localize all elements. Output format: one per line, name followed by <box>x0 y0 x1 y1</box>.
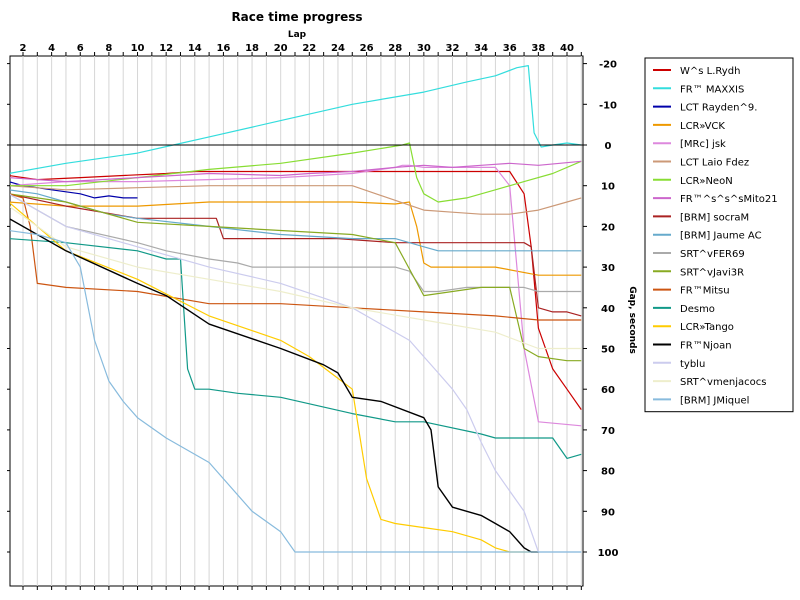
x-axis-title: Lap <box>288 30 307 40</box>
y-tick-label: 80 <box>601 467 615 478</box>
legend-label: SRT^vmenjacocs <box>680 377 766 388</box>
series-line <box>10 230 582 553</box>
x-tick-label: 26 <box>360 43 374 54</box>
x-tick-label: 4 <box>48 43 55 54</box>
x-tick-label: 20 <box>274 43 288 54</box>
legend-label: LCR»NeoN <box>680 176 733 187</box>
y-tick-label: 30 <box>601 263 615 274</box>
y-tick-label: 100 <box>598 548 619 559</box>
series-line <box>10 238 582 459</box>
y-tick-label: 90 <box>601 507 615 518</box>
series-line <box>10 142 582 203</box>
series-line <box>10 193 582 553</box>
legend-label: LCR»VCK <box>680 121 725 132</box>
legend-label: tyblu <box>680 359 705 370</box>
legend-label: [BRM] Jaume AC <box>680 231 762 242</box>
series-line <box>10 201 582 276</box>
series-line <box>10 160 582 183</box>
x-tick-label: 16 <box>216 43 230 54</box>
legend-label: FR™^s^s^sMito21 <box>680 194 778 205</box>
series-line <box>10 185 582 215</box>
y-tick-label: -10 <box>599 100 617 111</box>
x-tick-label: 38 <box>531 43 545 54</box>
x-tick-label: 2 <box>20 43 27 54</box>
y-tick-label: 10 <box>601 182 615 193</box>
chart-title: Race time progress <box>231 10 362 24</box>
y-tick-label: 60 <box>601 385 615 396</box>
series-line <box>10 193 582 362</box>
x-tick-label: 28 <box>388 43 402 54</box>
y-tick-label: 20 <box>601 222 615 233</box>
series-line <box>10 202 539 553</box>
x-tick-label: 40 <box>560 43 574 54</box>
y-tick-label: -20 <box>599 60 617 71</box>
series-line <box>10 218 539 553</box>
x-tick-label: 14 <box>188 43 202 54</box>
legend-label: [BRM] socraM <box>680 212 749 223</box>
series-line <box>10 64 582 174</box>
legend-label: SRT^vJavi3R <box>680 267 744 278</box>
y-tick-label: 70 <box>601 426 615 437</box>
legend-label: FR™Mitsu <box>680 286 730 297</box>
y-tick-label: 40 <box>601 304 615 315</box>
legend-label: LCT Rayden^9. <box>680 103 757 114</box>
x-tick-label: 24 <box>331 43 345 54</box>
x-tick-label: 34 <box>474 43 488 54</box>
legend: W^s L.Rydh FR™ MAXXIS LCT Rayden^9. LCR»VCK… <box>644 57 794 413</box>
y-tick-label: 0 <box>605 141 612 152</box>
series-lines <box>10 64 582 553</box>
x-tick-label: 10 <box>131 43 145 54</box>
legend-label: [BRM] JMiquel <box>680 395 749 406</box>
y-tick-label: 50 <box>601 345 615 356</box>
x-tick-label: 30 <box>417 43 431 54</box>
series-line <box>10 164 582 427</box>
x-tick-label: 32 <box>446 43 460 54</box>
x-tick-label: 22 <box>302 43 316 54</box>
grid <box>22 56 582 586</box>
legend-label: FR™ MAXXIS <box>680 84 744 95</box>
x-tick-label: 6 <box>77 43 84 54</box>
legend-label: Desmo <box>680 304 715 315</box>
legend-label: [MRc] jsk <box>680 139 726 150</box>
legend-label: LCR»Tango <box>680 322 734 333</box>
legend-label: SRT^vFER69 <box>680 249 745 260</box>
legend-label: LCT Laio Fdez <box>680 158 749 169</box>
y-axis-title: Gap, seconds <box>627 286 637 354</box>
x-tick-label: 18 <box>245 43 259 54</box>
x-tick-label: 8 <box>105 43 112 54</box>
series-line <box>10 170 582 410</box>
legend-label: FR™Njoan <box>680 341 732 352</box>
axes: 2 4 6 8 10 12 14 16 18 20 22 24 26 28 30 32 34 36 38 40-20-… <box>7 43 618 590</box>
x-tick-label: 36 <box>503 43 517 54</box>
legend-label: W^s L.Rydh <box>680 66 740 77</box>
x-tick-label: 12 <box>159 43 173 54</box>
plot-area <box>9 55 584 587</box>
series-line <box>10 193 582 317</box>
series-line <box>10 193 582 321</box>
